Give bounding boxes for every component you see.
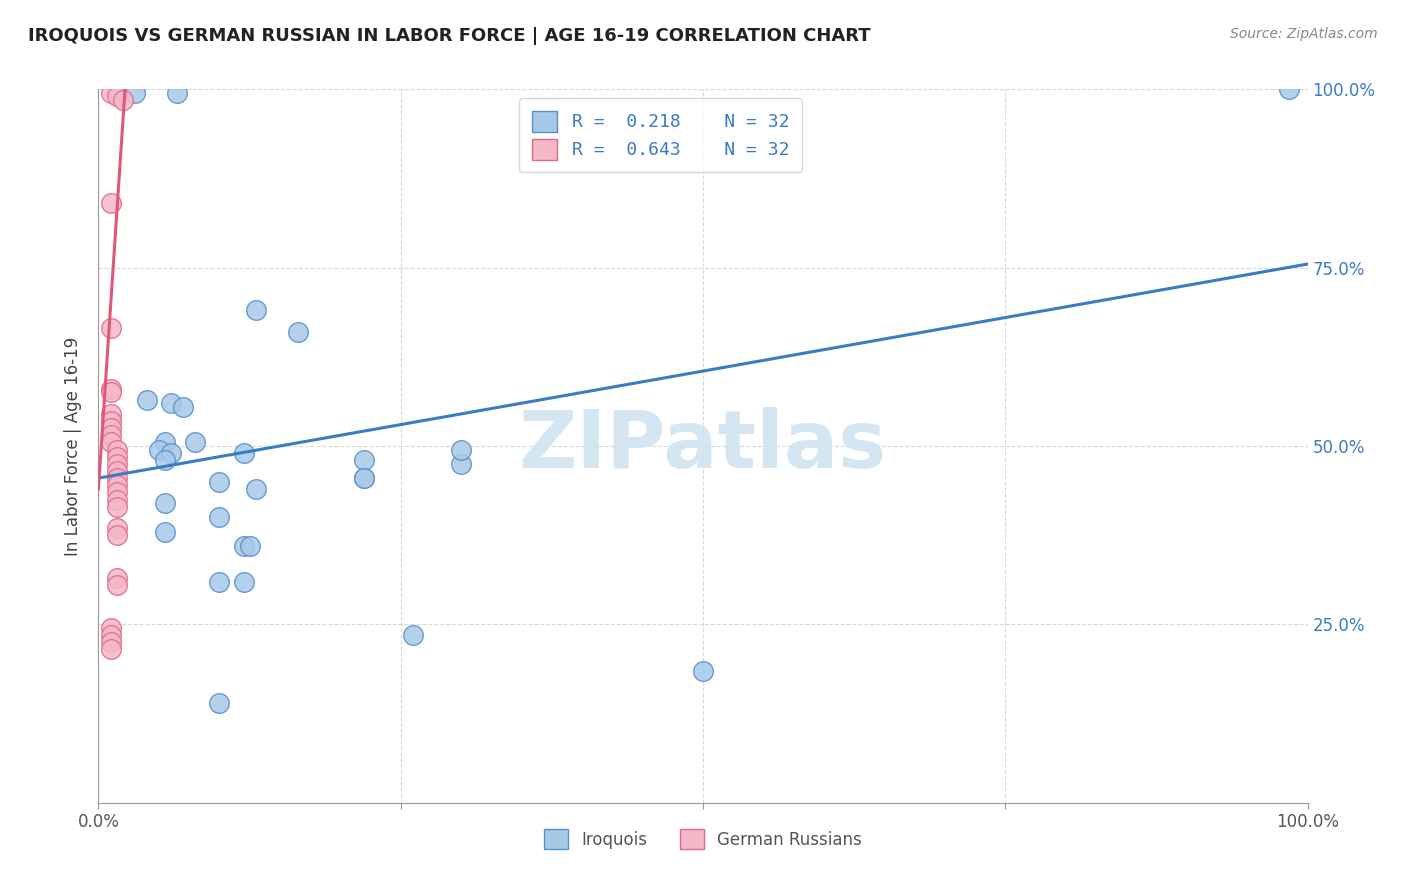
Point (153, 453, 176, 467)
Point (184, 435, 207, 450)
Point (100, 428, 122, 442)
Point (208, 696, 231, 710)
Point (245, 482, 267, 496)
Point (160, 396, 183, 410)
Point (450, 457, 472, 471)
Point (100, 414, 122, 428)
Point (160, 446, 183, 460)
Point (100, 621, 122, 635)
Point (153, 496, 176, 510)
Legend: Iroquois, German Russians: Iroquois, German Russians (534, 820, 872, 859)
Point (105, 500, 128, 514)
Point (105, 528, 128, 542)
Text: ZIPatlas: ZIPatlas (519, 407, 887, 485)
Point (105, 89, 128, 103)
Point (105, 492, 128, 507)
Point (135, 392, 157, 407)
Point (100, 635, 122, 649)
Point (172, 400, 194, 414)
Point (450, 442, 472, 457)
Point (692, 664, 714, 678)
Point (402, 628, 425, 642)
Point (208, 475, 231, 489)
Point (105, 578, 128, 592)
Point (148, 442, 170, 457)
Point (353, 471, 375, 485)
Point (353, 471, 375, 485)
Point (100, 86, 122, 100)
Point (208, 574, 231, 589)
Point (232, 574, 254, 589)
Point (166, 86, 188, 100)
Point (100, 628, 122, 642)
Text: IROQUOIS VS GERMAN RUSSIAN IN LABOR FORCE | AGE 16-19 CORRELATION CHART: IROQUOIS VS GERMAN RUSSIAN IN LABOR FORC… (28, 27, 870, 45)
Point (100, 435, 122, 450)
Point (153, 524, 176, 539)
Point (1278, 82, 1301, 96)
Point (100, 642, 122, 657)
Point (105, 478, 128, 492)
Point (105, 450, 128, 464)
Point (105, 521, 128, 535)
Point (232, 446, 254, 460)
Point (124, 86, 146, 100)
Point (105, 442, 128, 457)
Point (100, 385, 122, 400)
Point (100, 196, 122, 211)
Point (111, 93, 134, 107)
Point (100, 407, 122, 421)
Point (153, 435, 176, 450)
Point (353, 453, 375, 467)
Point (232, 539, 254, 553)
Point (208, 510, 231, 524)
Point (287, 325, 309, 339)
Point (105, 457, 128, 471)
Point (239, 539, 262, 553)
Point (105, 485, 128, 500)
Point (245, 303, 267, 318)
Point (100, 382, 122, 396)
Point (105, 464, 128, 478)
Point (105, 471, 128, 485)
Y-axis label: In Labor Force | Age 16-19: In Labor Force | Age 16-19 (65, 336, 83, 556)
Text: Source: ZipAtlas.com: Source: ZipAtlas.com (1230, 27, 1378, 41)
Point (100, 321, 122, 335)
Point (100, 421, 122, 435)
Point (105, 571, 128, 585)
